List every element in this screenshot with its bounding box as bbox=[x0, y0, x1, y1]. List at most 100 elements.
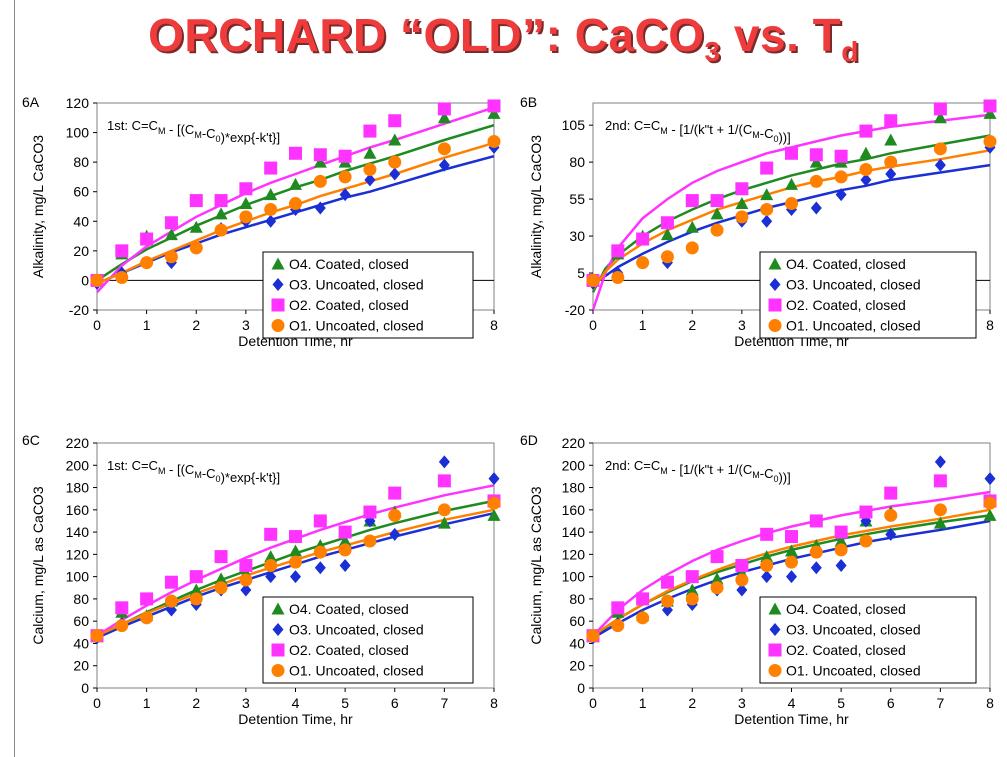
equation-text: - [1/(k"t + 1/(C bbox=[668, 462, 752, 477]
data-point-o4 bbox=[264, 188, 278, 201]
y-tick-label: 220 bbox=[562, 435, 586, 451]
data-point-o1 bbox=[239, 210, 253, 224]
data-point-o3 bbox=[389, 527, 401, 541]
legend-marker-o1 bbox=[768, 319, 782, 332]
data-point-o2 bbox=[289, 146, 302, 160]
data-point-o1 bbox=[809, 174, 823, 188]
data-point-o1 bbox=[487, 496, 501, 510]
y-tick-label: 0 bbox=[81, 680, 89, 696]
y-tick-label: 0 bbox=[81, 272, 89, 288]
data-point-o4 bbox=[983, 106, 997, 119]
data-point-o2 bbox=[785, 530, 798, 544]
title-prefix: ORCHARD “OLD”: CaCO bbox=[148, 9, 705, 61]
data-point-o1 bbox=[685, 592, 699, 606]
data-point-o3 bbox=[984, 472, 996, 486]
panel-tag: 6D bbox=[520, 432, 538, 448]
x-tick-label: 1 bbox=[639, 695, 647, 711]
data-point-o4 bbox=[214, 572, 228, 585]
data-point-o1 bbox=[760, 202, 774, 216]
legend-marker-o3 bbox=[272, 278, 284, 291]
data-point-o4 bbox=[859, 146, 873, 159]
data-point-o2 bbox=[437, 474, 451, 488]
data-point-o2 bbox=[884, 486, 898, 500]
legend-label: O3. Uncoated, closed bbox=[289, 277, 424, 293]
data-point-o3 bbox=[835, 559, 847, 572]
data-point-o1 bbox=[140, 256, 154, 270]
legend-marker-o1 bbox=[271, 319, 285, 332]
data-point-o1 bbox=[933, 142, 947, 156]
data-point-o1 bbox=[264, 559, 278, 572]
y-tick-label: 0 bbox=[577, 680, 585, 696]
title-mid: vs. T bbox=[720, 9, 842, 61]
data-point-o2 bbox=[760, 527, 774, 541]
data-point-o1 bbox=[834, 543, 848, 557]
equation-text: 2nd: C=C bbox=[605, 118, 660, 133]
x-tick-label: 6 bbox=[391, 695, 399, 711]
legend-marker-o2 bbox=[271, 298, 285, 312]
x-tick-label: 0 bbox=[93, 317, 101, 333]
data-point-o2 bbox=[660, 216, 674, 230]
data-point-o1 bbox=[363, 163, 377, 177]
data-point-o1 bbox=[164, 250, 178, 264]
x-tick-label: 3 bbox=[242, 317, 250, 333]
x-tick-label: 4 bbox=[788, 695, 796, 711]
legend-marker-o3 bbox=[769, 623, 781, 636]
data-point-o2 bbox=[834, 149, 848, 163]
data-point-o4 bbox=[760, 550, 774, 563]
y-tick-label: 100 bbox=[66, 569, 90, 585]
y-tick-label: 105 bbox=[562, 117, 586, 133]
data-point-o1 bbox=[239, 573, 253, 587]
data-point-o3 bbox=[438, 158, 450, 172]
equation-subscript: M bbox=[752, 130, 760, 140]
legend-box bbox=[759, 596, 977, 684]
data-point-o3 bbox=[265, 214, 277, 228]
y-tick-label: 80 bbox=[73, 591, 89, 607]
data-point-o1 bbox=[338, 170, 352, 184]
data-point-o4 bbox=[785, 177, 798, 190]
equation-subscript: 0 bbox=[773, 134, 778, 144]
data-point-o1 bbox=[140, 611, 154, 625]
equation-text: 1st: C=C bbox=[107, 458, 158, 473]
equation-subscript: 0 bbox=[216, 134, 221, 144]
data-point-o3 bbox=[885, 527, 897, 541]
data-point-o1 bbox=[289, 197, 302, 211]
data-point-o2 bbox=[338, 149, 352, 163]
y-tick-label: 220 bbox=[66, 435, 90, 451]
y-tick-label: 60 bbox=[73, 613, 89, 629]
y-tick-label: 160 bbox=[562, 502, 586, 518]
data-point-o4 bbox=[189, 583, 203, 596]
data-point-o4 bbox=[437, 111, 451, 124]
data-point-o1 bbox=[437, 142, 451, 156]
x-tick-label: 4 bbox=[292, 695, 300, 711]
panel-tag: 6B bbox=[520, 94, 537, 110]
data-point-o2 bbox=[611, 244, 625, 258]
data-point-o2 bbox=[140, 592, 154, 606]
data-point-o2 bbox=[983, 99, 997, 113]
data-point-o3 bbox=[314, 201, 326, 215]
data-point-o3 bbox=[438, 455, 450, 469]
data-point-o1 bbox=[115, 619, 129, 633]
legend-label: O1. Uncoated, closed bbox=[289, 663, 424, 679]
data-point-o2 bbox=[388, 486, 402, 500]
x-tick-label: 8 bbox=[986, 317, 994, 333]
data-point-o3 bbox=[265, 570, 277, 584]
legend-label: O4. Coated, closed bbox=[289, 256, 409, 272]
data-point-o2 bbox=[933, 474, 947, 488]
y-tick-label: 160 bbox=[66, 502, 90, 518]
x-tick-label: 3 bbox=[738, 317, 746, 333]
data-point-o3 bbox=[810, 561, 822, 575]
x-tick-label: 2 bbox=[192, 695, 200, 711]
y-tick-label: 40 bbox=[569, 635, 585, 651]
x-tick-label: 8 bbox=[490, 317, 498, 333]
data-point-o4 bbox=[437, 516, 451, 529]
legend-marker-o3 bbox=[272, 623, 284, 636]
data-point-o4 bbox=[685, 220, 699, 233]
y-tick-label: 180 bbox=[66, 480, 90, 496]
data-point-o1 bbox=[611, 619, 625, 633]
data-point-o2 bbox=[636, 232, 650, 246]
y-axis-label: Alkalinity, mg/L CaCO3 bbox=[30, 135, 46, 278]
legend-label: O4. Coated, closed bbox=[289, 601, 409, 617]
fit-equation: 1st: C=CM - [(CM-C0)*exp{-k't}] bbox=[107, 458, 280, 485]
data-point-o4 bbox=[983, 508, 997, 521]
